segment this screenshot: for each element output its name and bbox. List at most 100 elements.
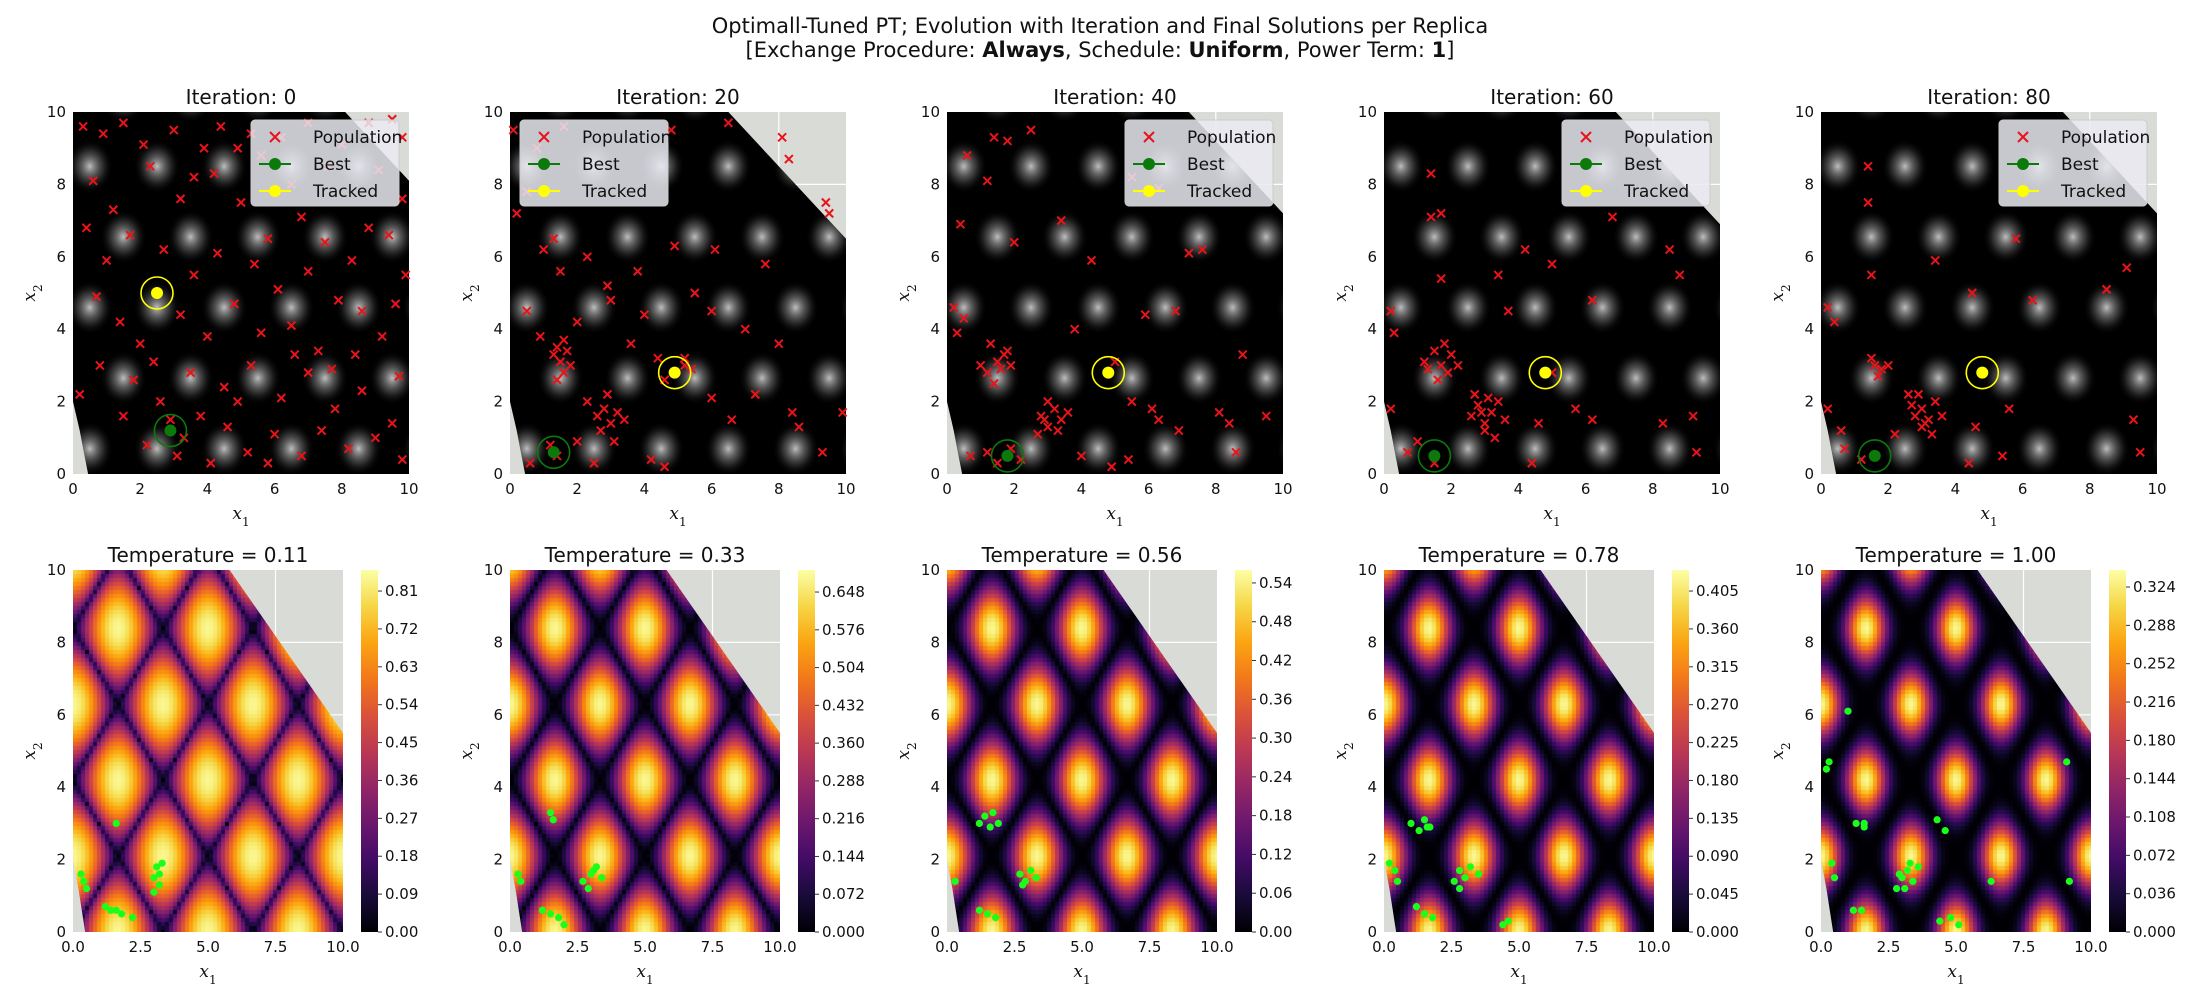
y-axis-label: x2	[1331, 284, 1356, 301]
population-point	[2004, 404, 2014, 414]
field-peak	[133, 139, 181, 194]
x-tick-label: 8	[1648, 480, 1658, 498]
panel-title: Iteration: 40	[1053, 85, 1176, 109]
x-tick-label: 7.5	[264, 938, 288, 956]
population-point	[1688, 411, 1698, 421]
y-tick-label: 10	[47, 103, 66, 121]
population-point	[269, 429, 280, 439]
field-peak	[973, 112, 1021, 123]
title-exchange-procedure: Always	[982, 38, 1065, 62]
tracked-point	[668, 366, 681, 379]
population-point	[975, 360, 986, 371]
field-peak	[1074, 280, 1122, 335]
legend-box	[1124, 119, 1274, 207]
population-point	[387, 418, 397, 429]
x-axis-label: x1	[1947, 962, 1964, 987]
population-point	[992, 357, 1003, 367]
population-point	[1920, 418, 1930, 429]
population-point	[384, 230, 394, 240]
y-tick-label: 4	[56, 320, 66, 338]
solution-point	[538, 906, 547, 914]
population-point	[1890, 429, 1900, 439]
x-tick-label: 6	[2018, 480, 2028, 498]
population-point	[1153, 414, 1164, 425]
tracked-ring	[1528, 355, 1563, 390]
population-point	[118, 411, 129, 421]
x-tick-label: 5.0	[196, 938, 220, 956]
field-peak	[772, 280, 820, 335]
field-peak	[301, 209, 349, 265]
population-point	[95, 360, 105, 371]
population-point	[982, 176, 993, 186]
solution-point	[1415, 827, 1423, 835]
bottom-panel-1: 0.0 2.5 5.0 7.5 10.0 0 2 4 6 8 10 Temperature = 0.3…	[484, 543, 865, 956]
field-peak	[1108, 350, 1156, 406]
y-tick-label: 6	[56, 706, 66, 724]
colorbar-tick-label: 0.315	[1696, 658, 1739, 676]
x-tick-label: 2.5	[566, 938, 590, 956]
field-peak	[1007, 421, 1055, 474]
field-peak	[167, 209, 215, 265]
solution-point	[1412, 903, 1420, 911]
solution-point	[579, 877, 587, 885]
y-tick-label: 4	[493, 320, 503, 338]
colorbar-tick-label: 0.000	[2133, 923, 2176, 941]
y-tick-label: 10	[484, 561, 503, 579]
population-point	[1436, 360, 1446, 371]
solution-point	[517, 877, 525, 885]
x-tick-label: 0.0	[61, 938, 85, 956]
field-peak	[1007, 139, 1055, 194]
population-point	[1503, 306, 1514, 316]
population-point	[1106, 462, 1117, 472]
population-point	[982, 367, 993, 378]
field-peak	[839, 421, 846, 474]
population-point	[690, 288, 700, 298]
population-point	[787, 407, 797, 418]
population-point	[1570, 404, 1581, 414]
y-tick-label: 4	[1804, 778, 1814, 796]
field-peak	[1747, 210, 1794, 264]
y-tick-label: 6	[1367, 248, 1377, 266]
population-point	[706, 306, 717, 316]
population-point	[2027, 295, 2038, 305]
population-point	[659, 462, 670, 472]
y-tick-label: 8	[493, 175, 503, 193]
population-point	[1964, 458, 1974, 468]
field-peak	[234, 350, 282, 406]
population-point	[1419, 357, 1430, 367]
field-peak	[301, 350, 349, 406]
population-point	[525, 458, 535, 468]
population-point	[320, 237, 330, 248]
solution-point	[1019, 881, 1027, 889]
colorbar-tick-label: 0.45	[385, 734, 418, 752]
population-point	[1429, 346, 1440, 356]
population-point	[357, 306, 367, 316]
population-point	[1086, 255, 1097, 266]
population-point	[1917, 404, 1927, 414]
population-point	[740, 324, 750, 334]
population-point	[1500, 414, 1510, 425]
best-point	[1868, 449, 1881, 462]
colorbar-tick-label: 0.24	[1259, 768, 1292, 786]
population-point	[952, 328, 962, 338]
title-exchange-prefix: [Exchange Procedure:	[745, 38, 983, 62]
y-tick-label: 6	[493, 706, 503, 724]
field-peak	[738, 350, 786, 406]
solution-point	[2065, 877, 2073, 885]
colorbar-tick-label: 0.045	[1696, 885, 1739, 903]
colorbar-tick-label: 0.000	[822, 923, 865, 941]
population-point	[555, 266, 566, 276]
field-peak	[99, 112, 147, 123]
colorbar-tick-label: 0.135	[1696, 809, 1739, 827]
best-point	[164, 424, 177, 437]
population-point	[1043, 422, 1053, 432]
population-point	[1436, 273, 1446, 284]
colorbar-tick-label: 0.63	[385, 658, 418, 676]
solution-point	[994, 819, 1002, 828]
objective-field	[1384, 112, 1794, 474]
colorbar	[798, 570, 815, 932]
population-point	[784, 154, 794, 164]
tracked-point	[1539, 366, 1552, 379]
solution-point	[1027, 866, 1035, 875]
population-point	[989, 378, 999, 389]
